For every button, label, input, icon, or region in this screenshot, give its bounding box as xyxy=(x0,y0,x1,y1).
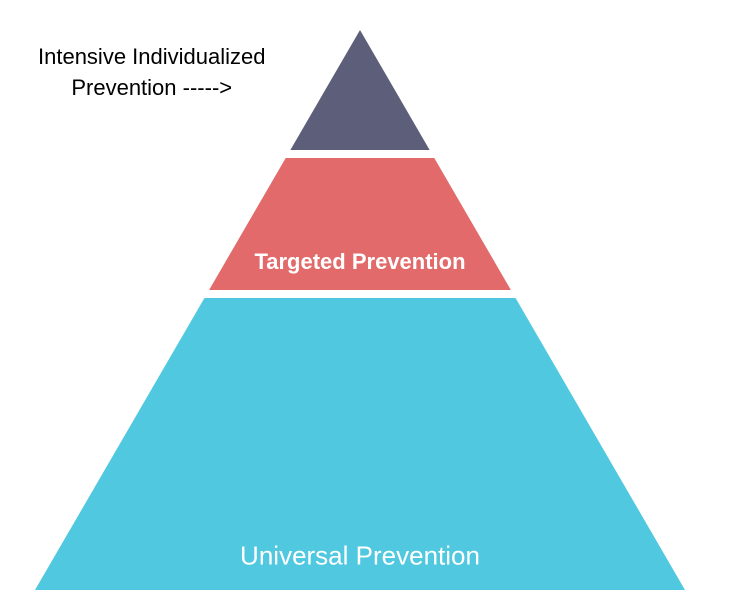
top-tier-external-label-line2: Prevention -----> xyxy=(38,73,265,104)
middle-tier-label: Targeted Prevention xyxy=(254,249,465,275)
prevention-pyramid: Intensive Individualized Prevention ----… xyxy=(0,0,750,612)
top-tier-external-label: Intensive Individualized Prevention ----… xyxy=(38,42,265,104)
pyramid-tier-top xyxy=(290,30,429,150)
top-tier-external-label-line1: Intensive Individualized xyxy=(38,42,265,73)
bottom-tier-label: Universal Prevention xyxy=(240,541,480,572)
